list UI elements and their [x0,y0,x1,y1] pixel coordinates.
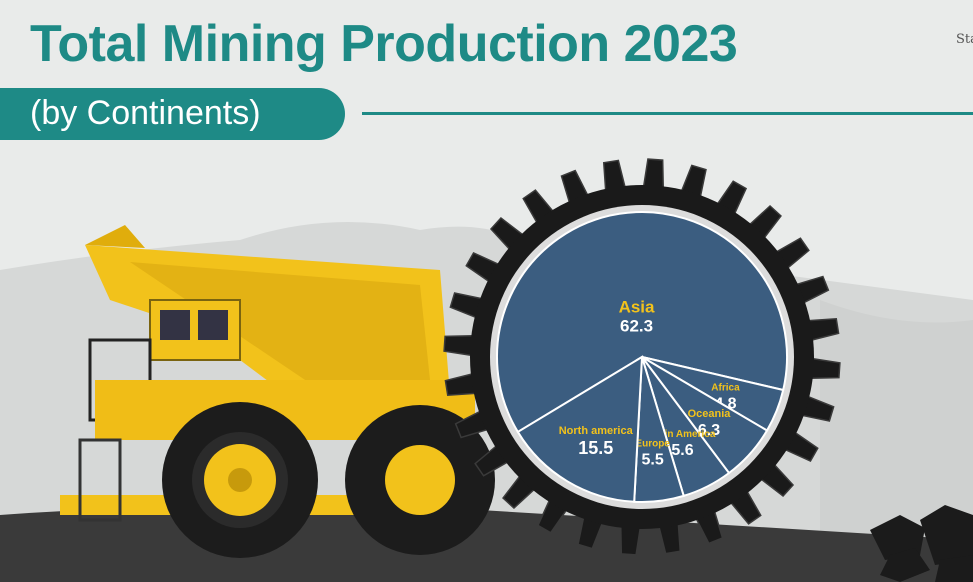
slice-label: Asia [619,297,655,316]
slice-label: Europe [635,438,670,449]
slice-value: 5.5 [642,451,664,468]
dump-truck-illustration [60,225,495,558]
slice-label: Oceania [688,408,732,420]
page-subtitle: (by Continents) [30,94,261,132]
pie-slice-north-america [516,355,644,503]
page-title: Total Mining Production 2023 [30,15,738,73]
slice-label: Africa [711,382,740,393]
slice-value: 15.5 [578,438,613,458]
subtitle-banner: (by Continents) [0,88,345,140]
slice-value: 5.6 [671,442,693,459]
slice-value: 6.3 [698,422,720,439]
source-text-fragment: Sta [956,32,973,47]
title-divider [362,112,973,115]
slice-label: Latin America [650,429,716,440]
slice-label: North america [559,425,634,437]
slice-value: 62.3 [620,316,653,335]
pie-slice-asia [496,211,788,434]
coal-rocks [870,505,973,582]
